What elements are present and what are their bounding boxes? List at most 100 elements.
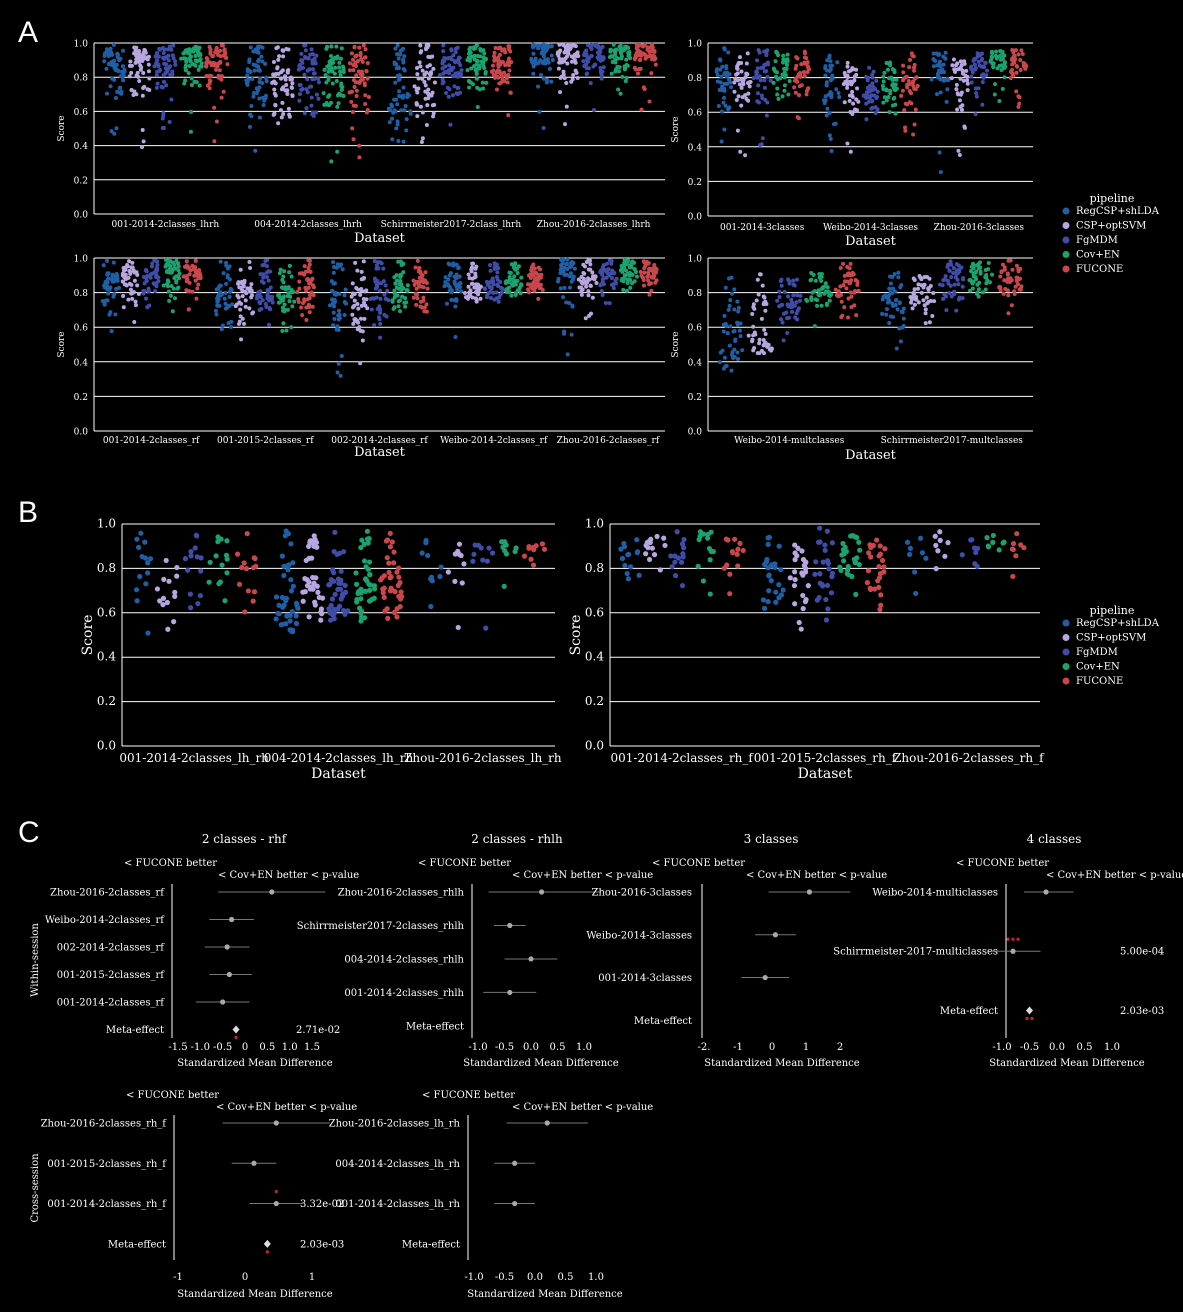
swarm-point-csp-optsvm [803, 597, 809, 603]
swarm-point-fgmdm [795, 293, 800, 298]
swarm-point-regcsp-shlda [342, 299, 347, 304]
swarm-point-regcsp-shlda [738, 321, 743, 326]
swarm-point-fucone [1012, 53, 1017, 58]
swarm-point-regcsp-shlda [728, 298, 733, 303]
swarm-point-regcsp-shlda [330, 301, 335, 306]
swarm-point-csp-optsvm [309, 584, 315, 590]
x-tick-label: 2 [837, 1042, 843, 1053]
swarm-point-fucone [388, 574, 394, 580]
swarm-point-regcsp-shlda [253, 148, 258, 153]
swarm-point-csp-optsvm [120, 279, 125, 284]
swarm-point-fucone [847, 266, 852, 271]
swarm-point-fucone [357, 45, 362, 50]
swarm-point-regcsp-shlda [936, 71, 941, 76]
swarm-point-csp-optsvm [166, 578, 172, 584]
swarm-point-cov-en [223, 552, 230, 558]
swarm-point-fucone [643, 56, 648, 61]
swarm-point-cov-en [987, 280, 992, 285]
swarm-point-fgmdm [866, 99, 871, 104]
swarm-point-csp-optsvm [745, 51, 750, 56]
swarm-point-fucone [1017, 95, 1022, 100]
swarm-point-csp-optsvm [350, 291, 355, 296]
swarm-point-regcsp-shlda [258, 76, 263, 81]
swarm-point-fgmdm [762, 69, 767, 74]
swarm-point-csp-optsvm [271, 112, 276, 117]
swarm-point-csp-optsvm [558, 90, 563, 95]
swarm-point-cov-en [515, 266, 520, 271]
swarm-point-cov-en [224, 556, 230, 562]
y-tick-label: 0.0 [74, 428, 89, 438]
swarm-point-regcsp-shlda [261, 103, 266, 108]
swarm-point-csp-optsvm [757, 341, 762, 346]
swarm-point-fgmdm [161, 113, 166, 118]
swarm-point-cov-en [1002, 60, 1007, 65]
swarm-point-regcsp-shlda [736, 356, 741, 361]
swarm-point-fucone [872, 586, 878, 592]
y-tick-label: 1.0 [585, 517, 604, 531]
swarm-point-regcsp-shlda [543, 57, 548, 62]
swarm-point-regcsp-shlda [729, 85, 734, 90]
swarm-point-cov-en [892, 70, 897, 75]
swarm-point-fucone [912, 68, 917, 73]
swarm-point-fgmdm [384, 314, 389, 319]
swarm-point-fucone [855, 282, 860, 287]
swarm-point-csp-optsvm [587, 257, 592, 262]
swarm-point-csp-optsvm [356, 306, 361, 311]
swarm-point-regcsp-shlda [295, 605, 301, 611]
swarm-point-fucone [506, 44, 511, 49]
swarm-point-fucone [217, 68, 222, 73]
swarm-point-csp-optsvm [964, 68, 969, 73]
swarm-point-fucone [187, 280, 192, 285]
swarm-point-fucone [650, 48, 655, 53]
swarm-point-fucone [358, 78, 363, 83]
swarm-point-fucone [243, 566, 250, 572]
swarm-point-regcsp-shlda [531, 71, 536, 76]
swarm-point-fgmdm [599, 73, 604, 78]
swarm-point-csp-optsvm [846, 69, 851, 74]
p-value-label: 2.03e-03 [1120, 1006, 1164, 1017]
swarm-point-cov-en [512, 274, 517, 279]
swarm-point-fucone [508, 49, 513, 54]
swarm-point-fgmdm [961, 277, 966, 282]
fucone-better-label: < FUCONE better [422, 1090, 515, 1101]
swarm-point-regcsp-shlda [722, 46, 727, 51]
swarm-point-fucone [798, 70, 803, 75]
significance-mark [1011, 937, 1015, 941]
swarm-point-fgmdm [492, 266, 497, 271]
swarm-point-regcsp-shlda [247, 57, 252, 62]
swarm-point-fgmdm [260, 298, 265, 303]
swarm-point-cov-en [326, 77, 331, 82]
swarm-point-cov-en [483, 71, 488, 76]
swarm-point-regcsp-shlda [332, 292, 337, 297]
swarm-point-cov-en [474, 71, 479, 76]
swarm-point-regcsp-shlda [447, 262, 452, 267]
swarm-point-fgmdm [335, 606, 341, 612]
swarm-point-regcsp-shlda [826, 92, 831, 97]
swarm-point-regcsp-shlda [245, 73, 250, 78]
swarm-point-fucone [359, 57, 364, 62]
swarm-point-csp-optsvm [360, 338, 365, 343]
swarm-point-regcsp-shlda [256, 50, 261, 55]
swarm-point-csp-optsvm [284, 46, 289, 51]
swarm-point-csp-optsvm [475, 282, 480, 287]
swarm-point-csp-optsvm [657, 567, 663, 573]
swarm-point-regcsp-shlda [222, 296, 227, 301]
swarm-point-regcsp-shlda [337, 291, 342, 296]
swarm-point-cov-en [467, 85, 472, 90]
swarm-point-cov-en [327, 93, 332, 98]
swarm-point-csp-optsvm [584, 284, 589, 289]
swarm-point-cov-en [289, 274, 294, 279]
swarm-point-regcsp-shlda [898, 339, 903, 344]
swarm-point-fgmdm [488, 295, 493, 300]
swarm-point-fgmdm [377, 260, 382, 265]
swarm-point-csp-optsvm [239, 286, 244, 291]
swarm-point-regcsp-shlda [530, 42, 535, 47]
swarm-point-csp-optsvm [752, 346, 757, 351]
swarm-point-cov-en [852, 534, 858, 540]
swarm-point-regcsp-shlda [102, 54, 107, 59]
swarm-point-fucone [214, 67, 219, 72]
swarm-point-fgmdm [951, 270, 956, 275]
x-tick-label: -0.5 [213, 1042, 232, 1053]
swarm-point-csp-optsvm [272, 87, 277, 92]
swarm-point-regcsp-shlda [419, 550, 425, 556]
